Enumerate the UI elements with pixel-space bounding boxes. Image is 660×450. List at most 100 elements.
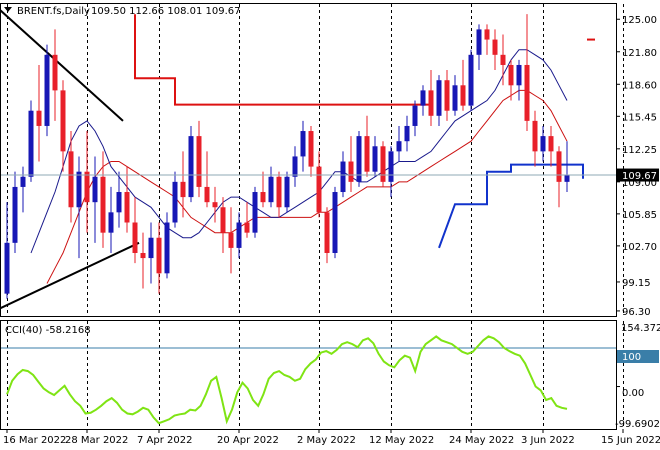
cci-grid-lines (7, 321, 624, 429)
trend-line-0 (0, 8, 124, 122)
time-tick-label-3: 20 Apr 2022 (217, 435, 279, 446)
candle-body-13 (108, 212, 114, 233)
stop-level-up (438, 163, 584, 249)
candle-44 (356, 131, 362, 187)
candle-body-66 (532, 120, 538, 152)
candle-body-42 (340, 161, 346, 193)
candle-body-17 (140, 252, 146, 259)
candle-body-6 (52, 54, 58, 91)
candle-46 (372, 136, 378, 177)
price-tick-label-7: 118.60 (622, 80, 657, 91)
candle-body-52 (420, 90, 426, 106)
candle-body-35 (284, 176, 290, 208)
candle-21 (172, 171, 178, 228)
price-tick-label-5: 112.25 (622, 145, 657, 156)
candle-48 (388, 146, 394, 198)
candle-57 (460, 59, 466, 111)
candle-body-37 (300, 131, 306, 157)
candle-body-11 (92, 176, 98, 203)
time-tick-label-6: 24 May 2022 (449, 435, 514, 446)
candle-60 (484, 24, 490, 55)
symbol-label: BRENT.fs,Daily (17, 6, 90, 17)
stop-levels (134, 14, 595, 249)
candle-body-47 (380, 146, 386, 182)
candle-24 (196, 120, 202, 198)
candle-body-34 (276, 176, 282, 208)
candle-body-27 (220, 207, 226, 233)
candle-49 (396, 125, 402, 162)
candle-body-16 (132, 222, 138, 253)
candle-body-0 (4, 242, 10, 294)
candle-body-39 (316, 166, 322, 213)
candle-body-10 (84, 171, 90, 203)
price-pane (0, 3, 617, 317)
price-tick-label-6: 115.45 (622, 112, 657, 123)
candle-body-69 (556, 151, 562, 182)
candle-40 (324, 207, 330, 264)
candle-body-32 (260, 192, 266, 203)
candle-body-57 (460, 85, 466, 106)
candle-51 (412, 100, 418, 137)
candle-18 (148, 222, 154, 284)
candle-20 (164, 212, 170, 279)
candle-12 (100, 151, 106, 248)
candle-body-3 (28, 110, 34, 177)
candle-body-65 (524, 64, 530, 121)
candle-body-2 (20, 176, 26, 187)
candle-body-56 (452, 85, 458, 111)
candle-body-9 (76, 171, 82, 208)
candle-body-20 (164, 222, 170, 274)
candle-41 (332, 186, 338, 259)
candle-body-24 (196, 136, 202, 187)
candle-56 (452, 75, 458, 116)
cci-line (6, 335, 568, 425)
candle-body-67 (540, 136, 546, 152)
candle-body-48 (388, 151, 394, 182)
candle-body-62 (500, 54, 506, 65)
candle-body-12 (100, 176, 106, 233)
candle-body-53 (428, 90, 434, 116)
cci-min-label: -99.6902 (615, 419, 660, 430)
candle-15 (124, 166, 130, 233)
candle-30 (244, 202, 250, 238)
candle-body-33 (268, 176, 274, 203)
candle-66 (532, 110, 538, 167)
candle-16 (132, 197, 138, 264)
candle-body-5 (44, 54, 50, 126)
cci-indicator (1, 335, 620, 425)
candle-body-45 (364, 136, 370, 172)
candle-68 (548, 125, 554, 167)
candle-body-29 (236, 222, 242, 248)
candle-body-31 (252, 192, 258, 233)
price-tick-label-0: 96.30 (622, 307, 651, 318)
candle-body-44 (356, 136, 362, 182)
candle-body-61 (492, 39, 498, 55)
candle-34 (276, 171, 282, 218)
candle-7 (60, 80, 66, 172)
candle-28 (228, 207, 234, 274)
candle-6 (52, 29, 58, 121)
candle-0 (4, 202, 10, 299)
cci-label: CCI(40) -58.2168 (5, 325, 91, 336)
time-tick-label-1: 28 Mar 2022 (65, 435, 128, 446)
candle-body-40 (324, 212, 330, 253)
candle-1 (12, 171, 18, 253)
candle-body-70 (564, 175, 570, 182)
candle-body-28 (228, 232, 234, 248)
candle-27 (220, 197, 226, 253)
candle-body-7 (60, 90, 66, 152)
dropdown-arrow-icon[interactable] (4, 7, 12, 12)
candle-65 (524, 14, 530, 132)
candle-body-22 (180, 181, 186, 198)
candle-9 (76, 156, 82, 259)
candle-35 (284, 171, 290, 213)
price-tick-label-8: 121.80 (622, 48, 657, 59)
price-tick-label-9: 125.00 (622, 15, 657, 26)
candle-body-60 (484, 29, 490, 40)
candle-39 (316, 151, 322, 218)
candle-11 (92, 156, 98, 243)
candle-63 (508, 59, 514, 101)
candle-61 (492, 29, 498, 71)
stop-level-down (134, 14, 431, 106)
